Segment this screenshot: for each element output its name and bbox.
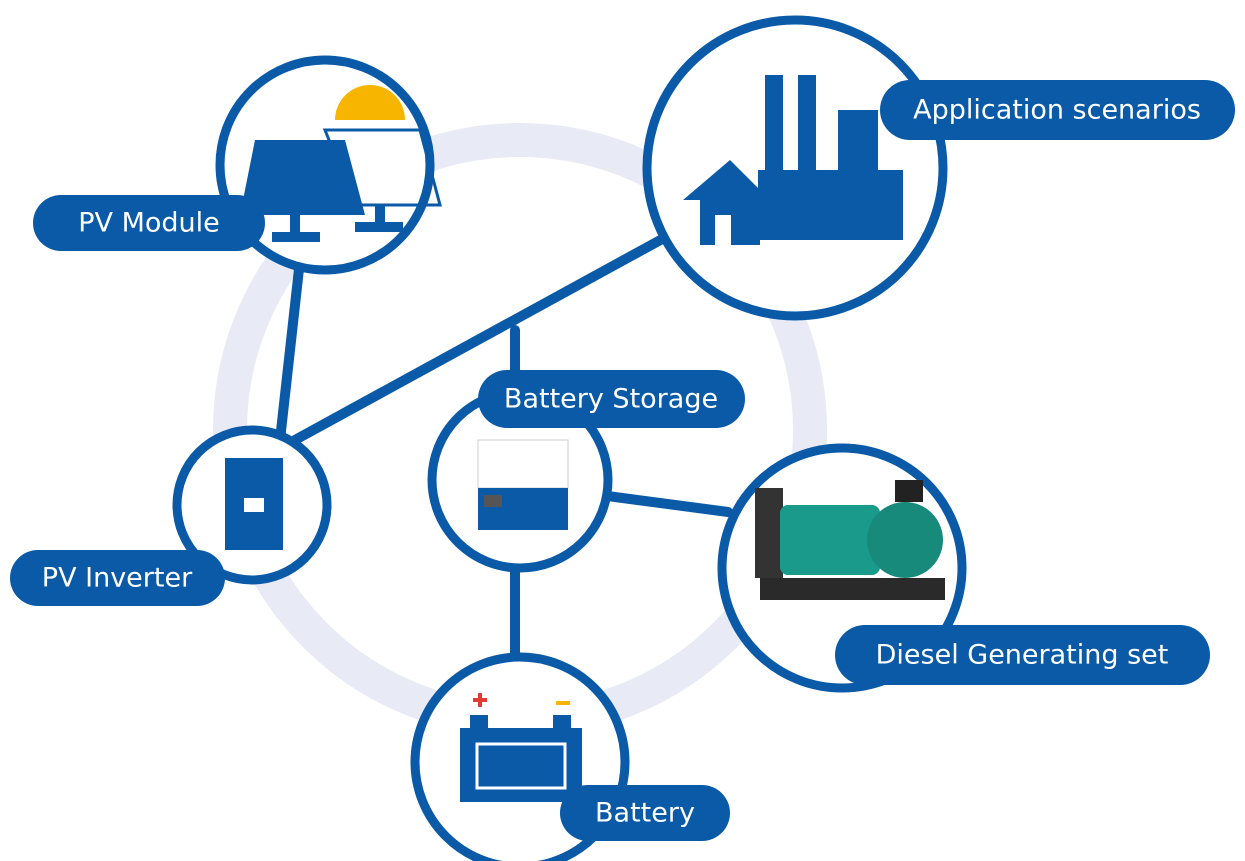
chimney-icon xyxy=(765,75,783,185)
battery-terminal xyxy=(553,715,571,730)
node-label: PV Inverter xyxy=(42,563,193,594)
application-node: Application scenarios xyxy=(647,20,1235,316)
node-circle xyxy=(647,20,943,316)
pv-module-node: PV Module xyxy=(33,60,440,270)
generator-icon xyxy=(867,502,943,578)
factory-icon xyxy=(758,170,903,240)
house-door xyxy=(715,215,731,245)
panel-stand xyxy=(272,232,320,242)
link xyxy=(600,495,728,512)
node-label: Diesel Generating set xyxy=(876,640,1169,671)
panel-stand xyxy=(355,222,403,232)
storage-screen xyxy=(484,495,502,507)
generator-icon xyxy=(780,505,880,575)
storage-icon xyxy=(478,440,568,488)
node-label: Application scenarios xyxy=(913,95,1201,126)
panel-icon xyxy=(240,140,365,215)
battery-terminal xyxy=(470,715,488,730)
generator-icon xyxy=(755,488,783,578)
battery-storage-node: Battery Storage xyxy=(432,370,745,568)
building-icon xyxy=(838,110,878,180)
node-label: PV Module xyxy=(78,208,220,239)
diesel-node: Diesel Generating set xyxy=(722,448,1210,688)
storage-icon xyxy=(478,488,568,530)
chimney-icon xyxy=(798,75,816,185)
generator-base xyxy=(760,578,945,600)
inverter-screen xyxy=(244,498,264,512)
generator-panel xyxy=(895,480,923,502)
diagram: PV Module Application scenarios PV Inver… xyxy=(0,0,1245,861)
node-label: Battery Storage xyxy=(504,384,718,415)
pv-inverter-node: PV Inverter xyxy=(10,430,327,606)
node-label: Battery xyxy=(595,798,695,829)
